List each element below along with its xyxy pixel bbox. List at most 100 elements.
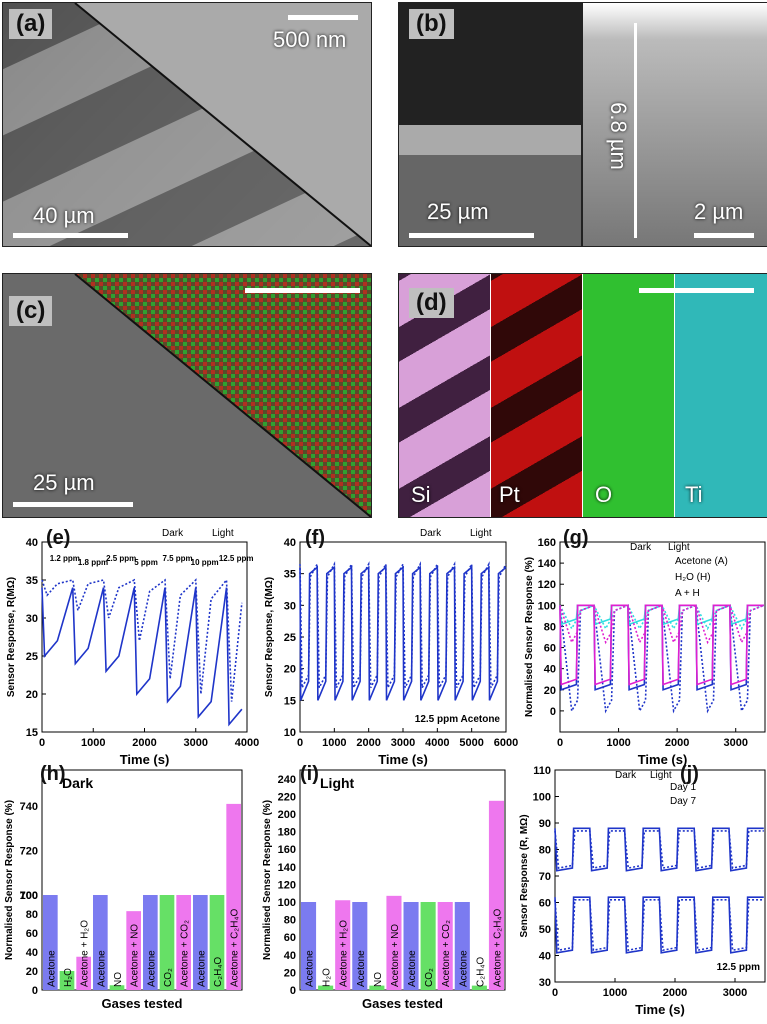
chart-h-bar-label: C₂H₄O — [213, 957, 224, 987]
chart-h-frame — [41, 769, 243, 991]
chart-h-bar-label: Acetone — [96, 950, 107, 987]
chart-h-bar — [193, 895, 208, 990]
chart-j-ytick-label: 40 — [539, 951, 551, 963]
chart-i-bar-label: Acetone — [407, 950, 418, 987]
chart-i-bar — [454, 902, 470, 990]
chart-j-series-day1-0 — [554, 827, 764, 872]
chart-e-ylabel: Sensor Response, R(MΩ) — [6, 577, 17, 697]
chart-i-ytick-label: 80 — [284, 915, 296, 927]
chart-j-ytick-label: 70 — [539, 871, 551, 883]
chart-h-bar — [126, 911, 141, 990]
chart-i-ytick-label: 40 — [284, 950, 296, 962]
chart-g-ylabel: Normalised Sensor Response (%) — [524, 557, 535, 717]
chart-i-bar-label: Acetone + C₂H₄O — [492, 909, 503, 987]
chart-f-ylabel: Sensor Response, R(MΩ) — [264, 577, 275, 697]
chart-i-bar-label: Acetone + NO — [390, 924, 401, 987]
chart-j-legend-day7: Day 7 — [670, 796, 697, 807]
chart-i-bar — [471, 985, 487, 990]
chart-i-ytick-label: 160 — [278, 844, 296, 856]
eds-overlay-c — [74, 274, 371, 517]
chart-g-ytick-label: 0 — [550, 706, 556, 718]
chart-j-xtick-label: 1000 — [603, 987, 627, 999]
chart-f-xtick-label: 4000 — [425, 737, 449, 749]
thickness-arrow — [634, 23, 637, 238]
chart-g-xtick-label: 1000 — [606, 737, 630, 749]
chart-i-bar — [386, 895, 402, 990]
chart-e-ytick-label: 20 — [26, 689, 38, 701]
eds-panel-d: (d) Si Pt O Ti — [398, 273, 767, 518]
chart-i-ytick-label: 240 — [278, 774, 296, 786]
chart-h-bar-label: CO₂ — [163, 968, 174, 987]
chart-g-ytick-label: 40 — [544, 664, 556, 676]
sem-panel-c: (c) 25 µm — [2, 273, 372, 518]
chart-g-series-light-2 — [559, 604, 764, 686]
chart-j-frame — [554, 769, 766, 983]
chart-h-ytick-label: 40 — [26, 947, 38, 959]
eds-map-ti — [675, 274, 767, 517]
scalebar-b-right — [694, 233, 754, 238]
chart-i-bar-label: Acetone + CO₂ — [441, 920, 452, 987]
eds-label-o: O — [595, 482, 613, 507]
chart-g-legend-item: Acetone (A) — [675, 556, 728, 567]
chart-h-bar — [143, 895, 158, 990]
chart-i-ytick-label: 0 — [290, 985, 296, 997]
scalebar-text-b-left: 25 µm — [427, 199, 489, 224]
chart-e-annotation: 2.5 ppm — [106, 554, 136, 563]
chart-i-bar — [420, 902, 436, 990]
chart-e-annotation: 12.5 ppm — [219, 554, 254, 563]
chart-i-bar — [352, 902, 368, 990]
chart-j-ytick-label: 100 — [533, 792, 551, 804]
panel-label-e: (e) — [46, 527, 71, 549]
chart-e-xlabel: Time (s) — [120, 752, 170, 767]
chart-e-ytick-label: 30 — [26, 613, 38, 625]
chart-e-frame — [41, 541, 248, 733]
chart-h-ytick-label: 0 — [32, 985, 38, 997]
chart-j-ytick-label: 110 — [533, 765, 551, 777]
chart-i-bar-label: Acetone — [356, 950, 367, 987]
chart-g-ytick-label: 140 — [538, 558, 556, 570]
chart-i-xlabel: Gases tested — [362, 996, 443, 1011]
panel-label-b: (b) — [409, 9, 454, 39]
chart-e-ytick-label: 40 — [26, 537, 38, 549]
chart-i-ytick-label: 20 — [284, 967, 296, 979]
thickness-text: 6.8 µm — [605, 102, 631, 170]
chart-h-ylabel: Normalised Sensor Response (%) — [4, 800, 15, 960]
chart-e-legend-light: Light — [212, 528, 234, 539]
chart-i-bar — [437, 902, 453, 990]
chart-h-ytick-label: 720 — [20, 846, 38, 858]
chart-i-bar — [335, 900, 351, 990]
chart-g-xlabel: Time (s) — [638, 752, 688, 767]
scalebar-b-left — [409, 233, 534, 238]
chart-i-bar — [301, 902, 317, 990]
chart-g-ytick-label: 100 — [538, 600, 556, 612]
chart-e-annotation: 7.5 ppm — [162, 554, 192, 563]
chart-h-bar-label: NO — [113, 972, 124, 987]
chart-h-title: Dark — [62, 775, 93, 791]
chart-e-annotation: 10 ppm — [191, 558, 219, 567]
scalebar-text-a-bottom: 40 µm — [33, 203, 95, 228]
chart-i-ytick-label: 120 — [278, 879, 296, 891]
film-surface — [399, 125, 581, 155]
chart-i-bar-label: Acetone + H₂O — [339, 920, 350, 987]
eds-map-o — [583, 274, 674, 517]
chart-h-bar — [76, 956, 91, 990]
chart-e-xtick-label: 0 — [39, 737, 45, 749]
chart-e-ytick-label: 25 — [26, 651, 38, 663]
chart-h-bar — [159, 895, 175, 990]
chart-j-ytick-label: 90 — [539, 818, 551, 830]
chart-h-ytick-label: 20 — [26, 966, 38, 978]
chart-e-annotation: 1.8 ppm — [78, 558, 108, 567]
chart-e-annotation: 1.2 ppm — [50, 554, 80, 563]
scalebar-a-bottom — [13, 233, 128, 238]
chart-h-bar-label: H₂O — [63, 968, 74, 987]
chart-g-xtick-label: 2000 — [665, 737, 689, 749]
chart-h-ytick-label: 60 — [26, 928, 38, 940]
chart-i-title: Light — [320, 775, 355, 791]
chart-f-ytick-label: 35 — [284, 569, 296, 581]
chart-i-bar — [369, 985, 385, 990]
sem-panel-b: (b) 25 µm 2 µm 6.8 µm — [398, 2, 767, 247]
chart-i-bar-label: CO₂ — [424, 968, 435, 987]
chart-f-ytick-label: 40 — [284, 537, 296, 549]
panel-label-d: (d) — [409, 288, 454, 318]
chart-g-legend-item: H₂O (H) — [675, 572, 711, 583]
